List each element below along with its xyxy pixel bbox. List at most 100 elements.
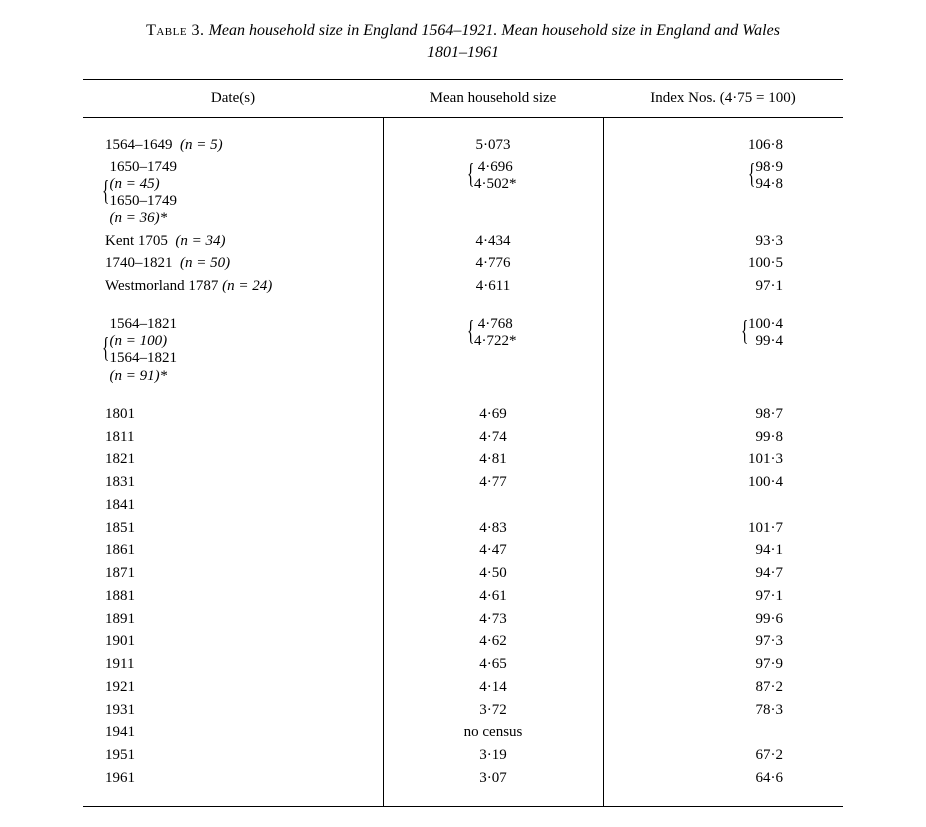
date-cell: 1831 bbox=[83, 471, 383, 494]
value-cell: 5·073 bbox=[383, 134, 603, 157]
table-row: 19014·6297·3 bbox=[83, 630, 843, 653]
date-cell: 1931 bbox=[83, 699, 383, 722]
value-cell: 3·19 bbox=[383, 744, 603, 767]
index-cell: 67·2 bbox=[603, 744, 843, 767]
date-cell: 1961 bbox=[83, 767, 383, 790]
table-row: 19313·7278·3 bbox=[83, 699, 843, 722]
value-cell: 4·611 bbox=[383, 275, 603, 298]
table-row: 18714·5094·7 bbox=[83, 562, 843, 585]
index-cell: 99·8 bbox=[603, 426, 843, 449]
index-cell: 94·1 bbox=[603, 539, 843, 562]
table-caption: Table 3. Mean household size in England … bbox=[30, 20, 896, 65]
value-cell: 4·74 bbox=[383, 426, 603, 449]
date-cell: 1740–1821 (n = 50) bbox=[83, 252, 383, 275]
value-cell: 4·776 bbox=[383, 252, 603, 275]
index-cell bbox=[603, 721, 843, 744]
value-cell: 4·81 bbox=[383, 448, 603, 471]
table-row: Kent 1705 (n = 34)4·43493·3 bbox=[83, 230, 843, 253]
date-cell: {1564–1821 (n = 100)1564–1821 (n = 91)* bbox=[83, 314, 383, 387]
index-cell: {98·994·8 bbox=[603, 157, 843, 230]
index-cell: 87·2 bbox=[603, 676, 843, 699]
index-cell: 97·9 bbox=[603, 653, 843, 676]
date-cell: 1801 bbox=[83, 403, 383, 426]
table-row: 18014·6998·7 bbox=[83, 403, 843, 426]
value-cell: 4·83 bbox=[383, 517, 603, 540]
date-cell: 1821 bbox=[83, 448, 383, 471]
index-cell: 78·3 bbox=[603, 699, 843, 722]
caption-lead: Table 3. bbox=[146, 22, 205, 39]
index-cell: 106·8 bbox=[603, 134, 843, 157]
table-row: 18914·7399·6 bbox=[83, 608, 843, 631]
caption-line1: Mean household size in England 1564–1921… bbox=[209, 22, 780, 39]
date-cell: 1951 bbox=[83, 744, 383, 767]
table-row: 1841 bbox=[83, 494, 843, 517]
value-cell: 4·69 bbox=[383, 403, 603, 426]
value-cell: no census bbox=[383, 721, 603, 744]
date-cell: 1841 bbox=[83, 494, 383, 517]
table-row-braced: {1564–1821 (n = 100)1564–1821 (n = 91)*{… bbox=[83, 314, 843, 387]
caption-line2: 1801–1961 bbox=[427, 44, 499, 61]
table-row-braced: {1650–1749 (n = 45)1650–1749 (n = 36)*{4… bbox=[83, 157, 843, 230]
index-cell: 97·1 bbox=[603, 585, 843, 608]
table-row: Westmorland 1787 (n = 24)4·61197·1 bbox=[83, 275, 843, 298]
table-row: 1740–1821 (n = 50)4·776100·5 bbox=[83, 252, 843, 275]
index-cell: 100·5 bbox=[603, 252, 843, 275]
index-cell: 97·1 bbox=[603, 275, 843, 298]
index-cell: 94·7 bbox=[603, 562, 843, 585]
date-cell: 1911 bbox=[83, 653, 383, 676]
table-row: 18214·81101·3 bbox=[83, 448, 843, 471]
index-cell: 98·7 bbox=[603, 403, 843, 426]
date-cell: Kent 1705 (n = 34) bbox=[83, 230, 383, 253]
date-cell: 1811 bbox=[83, 426, 383, 449]
date-cell: 1861 bbox=[83, 539, 383, 562]
table-row: 19114·6597·9 bbox=[83, 653, 843, 676]
date-cell: 1871 bbox=[83, 562, 383, 585]
gap-row bbox=[83, 387, 843, 403]
index-cell bbox=[603, 494, 843, 517]
date-cell: 1921 bbox=[83, 676, 383, 699]
value-cell: 4·50 bbox=[383, 562, 603, 585]
gap-row bbox=[83, 790, 843, 807]
header-row: Date(s) Mean household size Index Nos. (… bbox=[83, 79, 843, 117]
date-cell: 1941 bbox=[83, 721, 383, 744]
household-table: Date(s) Mean household size Index Nos. (… bbox=[83, 79, 843, 807]
date-cell: 1564–1649 (n = 5) bbox=[83, 134, 383, 157]
table-row: 18514·83101·7 bbox=[83, 517, 843, 540]
value-cell: 3·07 bbox=[383, 767, 603, 790]
index-cell: 100·4 bbox=[603, 471, 843, 494]
index-cell: 101·7 bbox=[603, 517, 843, 540]
table-row: 18314·77100·4 bbox=[83, 471, 843, 494]
table-row: 1564–1649 (n = 5)5·073106·8 bbox=[83, 134, 843, 157]
table-row: 18114·7499·8 bbox=[83, 426, 843, 449]
value-cell: 4·47 bbox=[383, 539, 603, 562]
table-row: 19513·1967·2 bbox=[83, 744, 843, 767]
date-cell: 1901 bbox=[83, 630, 383, 653]
index-cell: 99·6 bbox=[603, 608, 843, 631]
value-cell: {4·7684·722* bbox=[383, 314, 603, 387]
date-cell: 1881 bbox=[83, 585, 383, 608]
table-row: 19613·0764·6 bbox=[83, 767, 843, 790]
value-cell: 4·62 bbox=[383, 630, 603, 653]
date-cell: {1650–1749 (n = 45)1650–1749 (n = 36)* bbox=[83, 157, 383, 230]
index-cell: 64·6 bbox=[603, 767, 843, 790]
value-cell: 4·61 bbox=[383, 585, 603, 608]
value-cell bbox=[383, 494, 603, 517]
table-row: 19214·1487·2 bbox=[83, 676, 843, 699]
header-dates: Date(s) bbox=[83, 79, 383, 117]
value-cell: 4·434 bbox=[383, 230, 603, 253]
value-cell: 4·73 bbox=[383, 608, 603, 631]
value-cell: 4·65 bbox=[383, 653, 603, 676]
index-cell: 97·3 bbox=[603, 630, 843, 653]
index-cell: {100·499·4 bbox=[603, 314, 843, 387]
index-cell: 101·3 bbox=[603, 448, 843, 471]
date-cell: 1851 bbox=[83, 517, 383, 540]
table-row: 1941no census bbox=[83, 721, 843, 744]
header-index: Index Nos. (4·75 = 100) bbox=[603, 79, 843, 117]
date-cell: 1891 bbox=[83, 608, 383, 631]
value-cell: 4·77 bbox=[383, 471, 603, 494]
value-cell: 4·14 bbox=[383, 676, 603, 699]
value-cell: 3·72 bbox=[383, 699, 603, 722]
header-mean: Mean household size bbox=[383, 79, 603, 117]
gap-row bbox=[83, 117, 843, 134]
table-row: 18614·4794·1 bbox=[83, 539, 843, 562]
